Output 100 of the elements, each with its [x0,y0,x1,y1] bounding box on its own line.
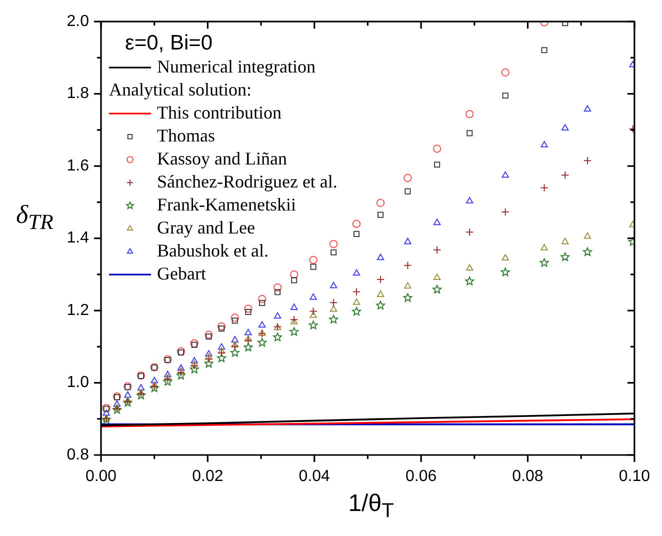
point [376,300,386,310]
point [561,124,569,130]
point [205,350,212,357]
legend-label: Numerical integration [157,56,316,76]
point [404,282,412,289]
point [562,22,568,26]
point [583,156,592,165]
point [291,277,298,284]
point [244,335,252,342]
point [164,370,172,378]
point [310,293,317,300]
point [329,240,338,248]
point [204,330,213,339]
point [310,311,317,318]
point [150,376,158,384]
point [466,264,474,271]
point [273,283,282,292]
point [500,268,510,276]
point [330,305,338,312]
y-tick-label: 1.4 [66,230,90,247]
point [353,230,360,238]
y-tick-label: 1.6 [66,157,90,174]
point [137,384,145,390]
point [502,254,509,260]
point [124,391,132,398]
point [164,375,172,384]
x-tick-label: 0.02 [192,468,224,486]
x-tick-label: 0.06 [405,468,437,486]
point [190,339,198,348]
x-tick-label: 0.00 [85,468,117,486]
point [204,354,213,364]
legend-label: Frank-Kamenetskii [157,194,296,214]
point [541,47,548,54]
point [218,326,225,332]
point [113,404,121,410]
legend-label: Thomas [157,125,215,146]
point [352,269,360,276]
y-tick-label: 1.2 [66,302,90,319]
point [231,336,239,342]
point [466,197,474,204]
point [560,252,570,261]
point [206,333,212,340]
x-tick-label: 0.08 [512,468,544,486]
point [258,321,266,328]
point [137,388,145,396]
point [540,184,548,192]
point [540,244,548,250]
point [176,370,186,380]
point [330,249,337,256]
point [352,298,360,305]
point [244,304,252,313]
point [217,354,226,362]
point [376,198,385,208]
point [217,322,226,331]
point [540,258,549,267]
point [466,110,474,118]
y-tick-label: 1.0 [66,374,90,392]
point [352,306,362,316]
point [290,327,299,336]
point [290,270,298,279]
point [244,328,252,336]
point [403,293,412,302]
point [164,374,172,380]
point [150,382,158,390]
legend-label: This contribution [157,102,282,122]
point [176,368,186,377]
legend-title: ε=0, Bi=0 [125,31,213,54]
point [404,261,412,270]
point [330,282,338,288]
x-tick-label: 0.04 [298,468,330,486]
point [561,238,569,244]
point [376,254,384,260]
point [290,304,298,310]
point [258,294,266,304]
point [582,247,592,256]
point [205,353,212,360]
point [232,318,238,324]
point [502,92,508,99]
legend-label: Gebart [157,263,206,284]
point [560,170,570,180]
point [501,68,510,77]
x-tick-label: 0.10 [618,468,650,486]
point [258,338,267,347]
point [190,362,198,370]
point [433,218,441,226]
point [329,314,338,324]
point [273,332,282,342]
point [466,130,473,136]
point [245,308,252,316]
point [352,288,361,296]
point [177,364,185,371]
point [466,228,474,236]
point [404,238,412,244]
point [376,290,384,297]
point [190,360,198,367]
point [540,141,548,148]
point [274,289,281,296]
point [434,162,440,168]
point [191,342,198,348]
x-axis-title: 1/θ$_{T}$ [347,490,395,523]
